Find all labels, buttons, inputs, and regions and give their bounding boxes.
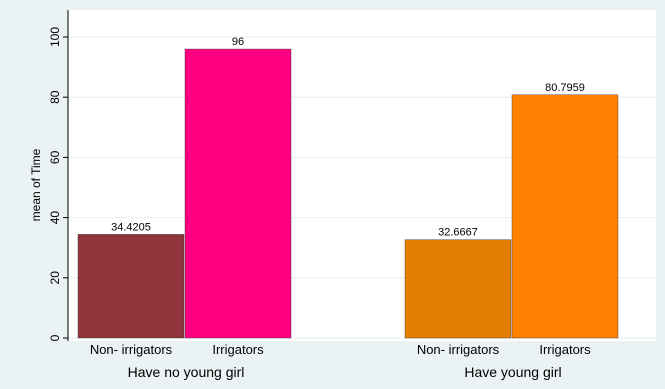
bar-value-label: 32.6667 <box>438 227 478 239</box>
bar-value-label: 34.4205 <box>111 221 151 233</box>
y-tick-label: 20 <box>48 271 62 285</box>
y-tick-label: 60 <box>48 150 62 164</box>
bar <box>184 48 292 339</box>
group-label: Have young girl <box>464 364 561 380</box>
category-label: Irrigators <box>212 342 264 357</box>
bar <box>404 239 512 339</box>
bar <box>511 94 619 339</box>
y-tick-label: 100 <box>48 27 62 47</box>
bars <box>77 48 619 339</box>
bar-value-label: 80.7959 <box>545 82 585 94</box>
bar-value-label: 96 <box>232 36 244 48</box>
bar-labels: 34.4205 Non- irrigators 96 Irrigators Have n… <box>90 36 591 380</box>
y-axis-ticks: 0 20 40 60 80 100 <box>48 27 68 341</box>
category-label: Non- irrigators <box>90 342 173 357</box>
bar <box>77 234 185 339</box>
category-label: Non- irrigators <box>417 342 500 357</box>
y-tick-label: 80 <box>48 90 62 104</box>
y-tick-label: 40 <box>48 211 62 225</box>
y-tick-label: 0 <box>48 334 62 341</box>
category-label: Irrigators <box>539 342 591 357</box>
group-label: Have no young girl <box>128 364 245 380</box>
y-axis-label: mean of Time <box>29 148 43 221</box>
